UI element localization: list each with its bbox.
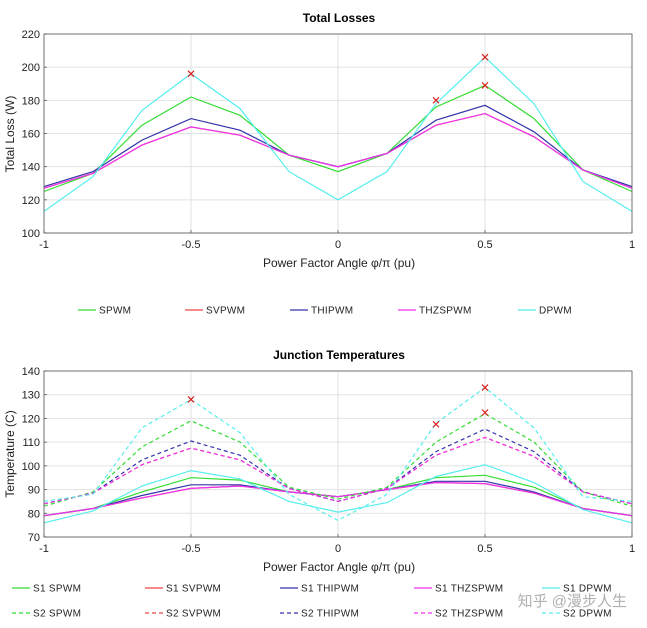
chart2-legend-label: S1 THZSPWM <box>435 584 503 595</box>
chart1-title: Total Losses <box>303 11 376 25</box>
chart1-xtick-label: 1 <box>629 239 635 251</box>
chart1-legend-label: THZSPWM <box>419 306 472 317</box>
chart2-series-s2-dpwm <box>43 386 633 522</box>
chart2-legend-item: S2 DPWM <box>542 609 612 620</box>
chart2-ytick-label: 110 <box>22 437 40 449</box>
chart2-ytick-label: 70 <box>28 532 40 544</box>
chart2-title: Junction Temperatures <box>273 348 405 362</box>
chart2-ytick-label: 80 <box>28 508 40 520</box>
chart2-series-s2-thzspwm <box>43 436 633 505</box>
chart2-xtick-label: -0.5 <box>182 543 201 555</box>
chart2-series-s1-thzspwm <box>43 481 633 517</box>
chart2-legend-item: S1 THIPWM <box>280 584 359 595</box>
chart1-legend-label: SVPWM <box>206 306 245 317</box>
chart2-peak-marker <box>432 420 440 428</box>
chart1-ytick-label: 120 <box>22 195 40 207</box>
chart1-peak-marker <box>481 53 489 61</box>
chart2-legend-label: S1 THIPWM <box>301 584 359 595</box>
chart1-ytick-label: 100 <box>22 228 40 240</box>
chart2-peak-marker <box>187 396 195 403</box>
chart1-peak-marker <box>187 70 195 78</box>
chart2-xlabel: Power Factor Angle φ/π (pu) <box>263 560 415 574</box>
chart1-peak-marker <box>481 81 489 89</box>
chart2-xtick-label: 0.5 <box>477 543 492 555</box>
chart1-ytick-label: 160 <box>22 129 40 141</box>
chart2-ytick-label: 140 <box>22 366 40 378</box>
chart2-legend-item: S2 SVPWM <box>145 609 221 620</box>
chart1-series-dpwm <box>43 56 633 212</box>
chart2-ylabel: Temperature (C) <box>3 410 17 497</box>
chart2-legend-label: S2 DPWM <box>563 609 612 620</box>
chart2-legend-item: S1 SVPWM <box>145 584 221 595</box>
watermark: 知乎 @漫步人生 <box>518 593 627 610</box>
chart2-peak-marker <box>481 384 489 392</box>
chart2-legend-item: S1 DPWM <box>542 584 612 595</box>
chart2-legend: S1 SPWM S1 SVPWM S1 THIPWM S1 THZSPWM S1 DPW… <box>12 584 612 620</box>
chart2-legend-label: S1 DPWM <box>563 584 612 595</box>
chart2-xtick-label: 1 <box>629 543 635 555</box>
chart1-ytick-label: 220 <box>22 29 40 41</box>
chart2-xtick-label: -1 <box>39 543 49 555</box>
chart2-ytick-label: 90 <box>28 485 40 497</box>
chart2-ytick-label: 120 <box>22 413 40 425</box>
chart1-legend: SPWM SVPWM THIPWM THZSPWM DPWM <box>78 306 572 317</box>
chart2-legend-label: S1 SVPWM <box>166 584 221 595</box>
chart2-legend-label: S2 THZSPWM <box>435 609 503 620</box>
chart2-legend-label: S1 SPWM <box>33 584 81 595</box>
chart2-legend-item: S2 THIPWM <box>280 609 359 620</box>
chart1-xtick-label: -0.5 <box>182 239 201 251</box>
chart1-legend-item: DPWM <box>518 306 572 317</box>
chart2-plot: -1 -0.5 0 0.5 1 70 80 90 100 110 120 130 140 <box>22 366 635 555</box>
chart2-legend-item: S1 THZSPWM <box>414 584 503 595</box>
chart2-ytick-label: 100 <box>22 461 40 473</box>
chart1-legend-item: THIPWM <box>290 306 353 317</box>
chart1-legend-item: THZSPWM <box>398 306 472 317</box>
chart1-xtick-label: 0 <box>335 239 341 251</box>
chart2-series-s1-dpwm <box>43 464 633 524</box>
chart1-xlabel: Power Factor Angle φ/π (pu) <box>263 256 415 270</box>
chart2-legend-label: S2 SPWM <box>33 609 81 620</box>
chart1-ylabel: Total Loss (W) <box>3 96 17 173</box>
chart2-ytick-label: 130 <box>22 390 40 402</box>
chart1-peak-marker <box>432 96 440 104</box>
chart1-xtick-label: 0.5 <box>477 239 492 251</box>
chart1-series-thzspwm <box>43 112 633 189</box>
chart1-xtick-label: -1 <box>39 239 49 251</box>
chart1-ytick-label: 180 <box>22 95 40 107</box>
chart2-legend-label: S2 THIPWM <box>301 609 359 620</box>
chart2-peak-marker <box>481 409 489 416</box>
chart1-legend-item: SVPWM <box>185 306 245 317</box>
chart2-series-s2-spwm <box>43 413 633 507</box>
chart2-xtick-label: 0 <box>335 543 341 555</box>
chart1-legend-label: DPWM <box>539 306 572 317</box>
chart2-legend-label: S2 SVPWM <box>166 609 221 620</box>
chart1-legend-label: THIPWM <box>311 306 353 317</box>
chart1-legend-item: SPWM <box>78 306 131 317</box>
chart1-ytick-label: 200 <box>22 62 40 74</box>
chart1-ytick-label: 140 <box>22 162 40 174</box>
chart2-legend-item: S1 SPWM <box>12 584 81 595</box>
chart2-legend-item: S2 SPWM <box>12 609 81 620</box>
chart1-plot: -1 -0.5 0 0.5 1 100 120 140 160 180 200 220 <box>22 29 635 251</box>
chart1-legend-label: SPWM <box>99 306 131 317</box>
chart1-series-spwm <box>43 84 633 193</box>
chart2-legend-item: S2 THZSPWM <box>414 609 503 620</box>
